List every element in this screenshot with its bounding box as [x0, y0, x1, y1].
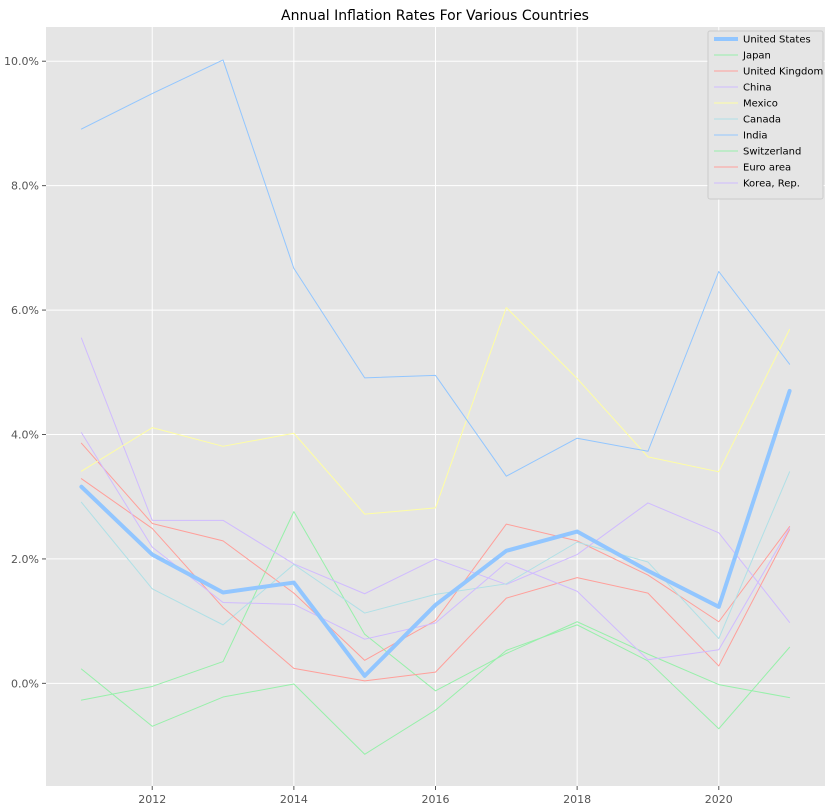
y-axis: 0.0% 2.0% 4.0% 6.0% 8.0% 10.0%	[4, 55, 46, 690]
series-line-mexico	[80, 307, 791, 515]
legend-label: Switzerland	[743, 147, 801, 158]
x-axis: 2012 2014 2016 2018 2020	[138, 786, 733, 806]
series-line-japan	[80, 511, 791, 701]
x-tick-label: 2020	[705, 793, 733, 806]
legend-label: China	[743, 83, 772, 94]
series-lines	[79, 59, 792, 755]
legend-label: Canada	[743, 115, 781, 126]
legend-label: United States	[743, 35, 811, 46]
y-tick-label: 6.0%	[11, 304, 39, 317]
legend-box	[707, 30, 824, 200]
series-line-korea-rep	[80, 432, 791, 661]
series-line-united-kingdom	[80, 442, 791, 661]
y-tick-label: 8.0%	[11, 180, 39, 193]
series-line-canada	[80, 471, 791, 640]
legend-label: Korea, Rep.	[743, 179, 800, 190]
series-line-india	[80, 59, 791, 477]
y-tick-label: 2.0%	[11, 553, 39, 566]
legend-label: Mexico	[743, 99, 778, 110]
series-line-united-states	[79, 388, 792, 678]
x-tick-label: 2016	[422, 793, 450, 806]
chart-title: Annual Inflation Rates For Various Count…	[281, 8, 589, 24]
x-tick-label: 2014	[280, 793, 308, 806]
legend-label: United Kingdom	[743, 67, 823, 78]
grid-lines	[46, 27, 825, 786]
series-line-china	[80, 337, 791, 623]
legend-label: India	[743, 131, 768, 142]
legend-label: Euro area	[743, 163, 791, 174]
x-tick-label: 2012	[138, 793, 166, 806]
y-tick-label: 4.0%	[11, 428, 39, 441]
x-tick-label: 2018	[563, 793, 591, 806]
y-tick-label: 10.0%	[4, 55, 39, 68]
legend-label: Japan	[742, 51, 771, 62]
y-tick-label: 0.0%	[11, 677, 39, 690]
legend: United States Japan United Kingdom China Mex…	[707, 30, 824, 200]
series-line-switzerland	[80, 624, 791, 755]
